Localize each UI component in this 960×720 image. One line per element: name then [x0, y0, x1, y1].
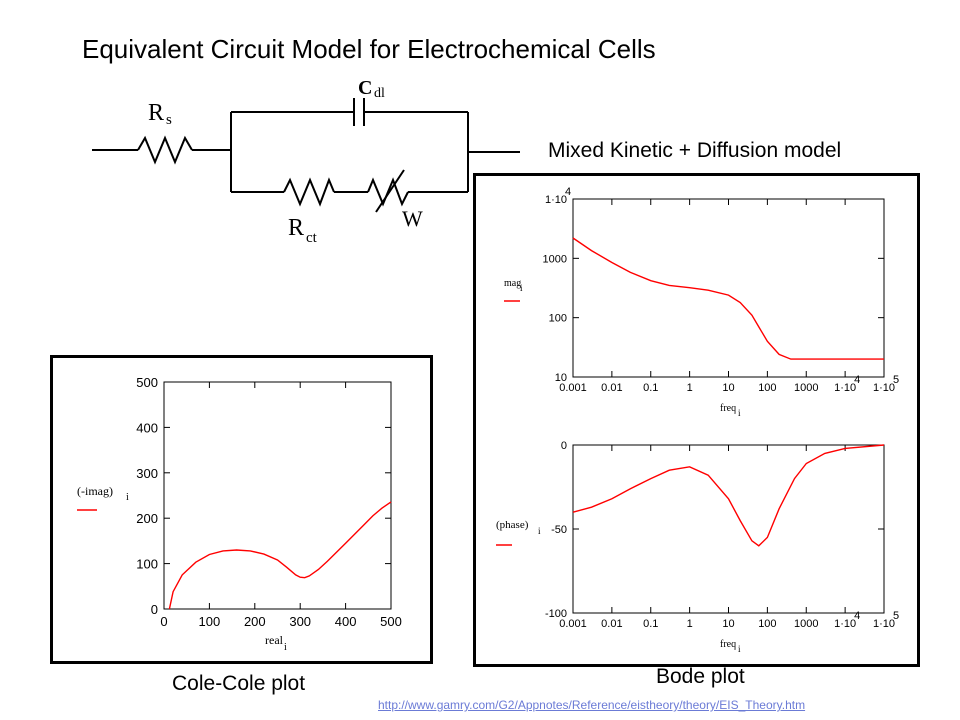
rs-label: R	[148, 100, 164, 126]
mag-xlabel: freq	[720, 403, 736, 414]
phase-x-tick-label: 0.1	[643, 618, 658, 630]
bode-chart: 0.001 0.01 0.1 1 10 100 1000 1·1041·10510100100…	[496, 186, 899, 654]
cole-cole-series-line	[168, 501, 392, 610]
mag-y-tick-label: 10	[555, 372, 567, 384]
rct-label: R	[288, 215, 304, 241]
mag-x-tick-label: 1000	[794, 382, 818, 394]
cole-y-tick-label: 0	[151, 602, 158, 617]
phase-x-tick-label: 100	[758, 618, 776, 630]
phase-ylabel-sub: i	[538, 526, 541, 536]
cole-x-tick-label: 0	[160, 614, 167, 629]
cole-y-tick-label: 300	[136, 466, 158, 481]
bode-caption: Bode plot	[656, 665, 745, 688]
cdl-subscript: dl	[374, 86, 385, 101]
mag-y-tick-label: 1·10	[545, 194, 567, 206]
cole-ylabel-sub: i	[126, 492, 129, 503]
mag-y-tick-label: 100	[549, 313, 567, 325]
cole-x-tick-label: 200	[244, 614, 266, 629]
warburg-slash	[375, 169, 405, 213]
bode-magnitude-series-line	[572, 237, 884, 360]
phase-x-tick-label: 1·10	[834, 618, 856, 630]
phase-x-tick-label: 1·10	[873, 618, 895, 630]
cole-x-tick-label: 400	[335, 614, 357, 629]
phase-x-tick-label: 0.001	[559, 618, 587, 630]
phase-x-tick-label: 10	[722, 618, 734, 630]
cole-y-tick-label: 100	[136, 557, 158, 572]
warburg-element	[367, 177, 409, 207]
mag-x-tick-label: 1	[687, 382, 693, 394]
cole-cole-caption: Cole-Cole plot	[172, 672, 306, 695]
phase-x-tick-exponent: 5	[893, 610, 899, 622]
phase-plot-area	[572, 444, 885, 614]
cole-x-tick-label: 100	[199, 614, 221, 629]
cole-xlabel: real	[265, 633, 284, 647]
mag-xlabel-sub: i	[738, 408, 741, 418]
phase-x-tick-label: 1	[687, 618, 693, 630]
rs-subscript: s	[166, 112, 172, 128]
equivalent-circuit-diagram: R s C dl R ct W	[92, 80, 520, 246]
mag-x-tick-label: 1·10	[834, 382, 856, 394]
bode-frame	[473, 173, 920, 667]
cole-x-tick-label: 300	[289, 614, 311, 629]
mag-x-tick-label: 0.01	[601, 382, 622, 394]
cdl-label: C	[358, 80, 372, 99]
phase-y-tick-label: -50	[551, 524, 567, 536]
rct-resistor	[283, 177, 335, 207]
w-label: W	[402, 206, 423, 231]
mag-y-tick-exponent: 4	[565, 186, 571, 198]
source-link[interactable]: http://www.gamry.com/G2/Appnotes/Referen…	[378, 698, 806, 712]
mag-x-tick-label: 0.001	[559, 382, 587, 394]
phase-y-tick-label: 0	[561, 440, 567, 452]
mag-x-tick-label: 100	[758, 382, 776, 394]
page-title: Equivalent Circuit Model for Electrochem…	[82, 34, 656, 64]
phase-ylabel: (phase)	[496, 519, 529, 531]
cole-x-tick-label: 500	[380, 614, 402, 629]
mag-x-tick-label: 1·10	[873, 382, 895, 394]
phase-xlabel-sub: i	[738, 644, 741, 654]
mag-x-tick-exponent: 5	[893, 374, 899, 386]
cole-y-tick-label: 200	[136, 511, 158, 526]
phase-x-tick-label: 0.01	[601, 618, 622, 630]
cole-cole-frame	[50, 355, 433, 664]
phase-xlabel: freq	[720, 639, 736, 650]
rct-subscript: ct	[306, 230, 318, 246]
phase-x-tick-exponent: 4	[854, 610, 860, 622]
bode-phase-series-line	[572, 444, 885, 547]
mag-y-tick-label: 1000	[543, 253, 567, 265]
cole-plot-area	[163, 381, 392, 610]
mag-x-tick-exponent: 4	[854, 374, 860, 386]
mag-x-tick-label: 10	[722, 382, 734, 394]
phase-y-tick-label: -100	[545, 608, 567, 620]
phase-x-tick-label: 1000	[794, 618, 818, 630]
model-label: Mixed Kinetic + Diffusion model	[548, 139, 842, 162]
rs-resistor	[137, 135, 193, 165]
cole-xlabel-sub: i	[284, 642, 287, 653]
mag-plot-area	[572, 198, 885, 378]
cole-ylabel: (-imag)	[77, 484, 113, 498]
mag-ylabel-sub: i	[520, 283, 523, 293]
mag-x-tick-label: 0.1	[643, 382, 658, 394]
cole-y-tick-label: 400	[136, 420, 158, 435]
cole-y-tick-label: 500	[136, 375, 158, 390]
mag-ylabel: mag	[504, 278, 521, 289]
cole-cole-chart: 0 100 200 300 400 500 0 100 200 300 400 500 (-imag…	[77, 375, 402, 653]
